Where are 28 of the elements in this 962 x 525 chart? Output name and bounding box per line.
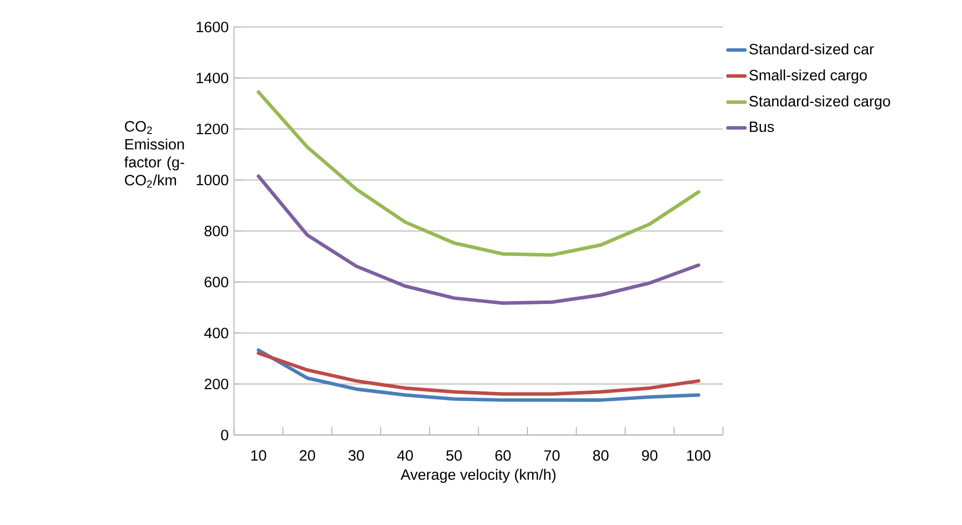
x-tick-label: 100 bbox=[687, 450, 710, 461]
y-tick-label: 0 bbox=[221, 430, 228, 440]
x-tick-label: 90 bbox=[642, 450, 658, 461]
x-tick-label: 50 bbox=[446, 450, 462, 461]
y-tick-label: 1000 bbox=[196, 174, 228, 186]
y-tick-label: 1200 bbox=[196, 124, 228, 134]
y-tick-label: 200 bbox=[204, 378, 228, 390]
y-axis-title: CO$_{2}$ Emission factor (g-CO$_{2}$/km bbox=[124, 121, 184, 188]
x-tick-label: 20 bbox=[300, 450, 316, 461]
legend-label: Standard-sized car bbox=[749, 43, 874, 54]
y-tick-label: 800 bbox=[204, 226, 228, 236]
x-tick-label: 80 bbox=[593, 450, 608, 461]
x-tick-label: 10 bbox=[251, 450, 266, 461]
legend-label: Standard-sized cargo bbox=[749, 96, 890, 110]
y-tick-label: 1400 bbox=[196, 72, 228, 84]
x-tick-label: 60 bbox=[495, 450, 511, 461]
x-tick-label: 70 bbox=[544, 450, 560, 461]
x-tick-label: 40 bbox=[397, 450, 413, 461]
x-tick-label: 30 bbox=[348, 450, 364, 461]
y-tick-label: 600 bbox=[204, 276, 228, 288]
line-series bbox=[256, 174, 700, 305]
legend-label: Small-sized cargo bbox=[749, 69, 867, 84]
line-series bbox=[256, 90, 700, 257]
y-tick-label: 1600 bbox=[196, 22, 228, 32]
x-axis-title: Average velocity (km/h) bbox=[400, 468, 556, 483]
legend-label: Bus bbox=[750, 122, 774, 132]
y-tick-label: 400 bbox=[204, 328, 228, 338]
line-series bbox=[256, 351, 700, 396]
